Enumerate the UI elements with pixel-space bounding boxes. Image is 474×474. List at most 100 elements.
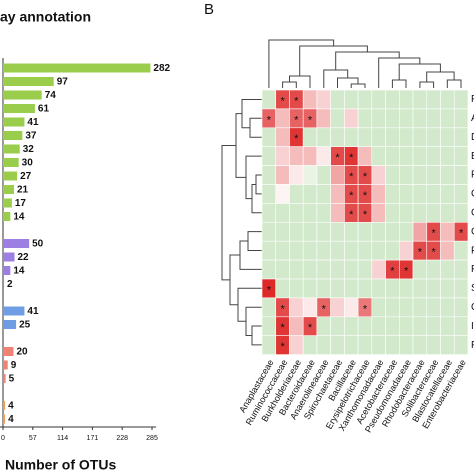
bar	[3, 266, 11, 275]
significance-star: *	[459, 228, 464, 240]
heat-cell	[398, 316, 414, 336]
heat-cell	[426, 259, 441, 280]
heat-cell	[275, 222, 290, 242]
heat-cell	[398, 127, 414, 148]
row-label: P	[471, 340, 474, 351]
heat-cell	[371, 165, 386, 185]
heat-cell	[289, 222, 304, 242]
heat-cell	[385, 240, 400, 261]
heat-cell	[453, 278, 469, 299]
heat-cell	[371, 297, 386, 318]
heat-cell	[453, 165, 469, 185]
heat-cell	[275, 278, 290, 299]
heat-cell	[316, 165, 331, 185]
significance-star: *	[418, 247, 423, 259]
heat-cell	[289, 165, 304, 185]
heat-cell	[440, 146, 455, 166]
row-label: A	[471, 113, 474, 124]
heat-cell	[453, 240, 469, 261]
heat-cell	[398, 203, 414, 223]
row-label: G	[471, 226, 474, 237]
heat-cell	[398, 146, 414, 166]
significance-star: *	[431, 228, 436, 240]
heat-cell	[371, 203, 386, 223]
heat-cell	[275, 203, 290, 223]
heat-cell	[371, 240, 386, 261]
heat-cell	[426, 108, 441, 129]
bar	[3, 144, 20, 154]
heat-cell	[289, 240, 304, 261]
significance-star: *	[404, 265, 409, 277]
significance-star: *	[294, 95, 299, 107]
heat-cell	[330, 184, 345, 204]
bar	[3, 374, 6, 383]
heat-cell	[371, 335, 386, 355]
row-label: C	[471, 189, 474, 200]
heat-cell	[302, 222, 318, 242]
heat-cell	[371, 108, 386, 129]
significance-star: *	[267, 284, 272, 296]
heat-cell	[440, 240, 455, 261]
significance-star: *	[267, 114, 272, 126]
row-label: G	[471, 207, 474, 218]
heat-cell	[453, 146, 469, 166]
row-label: D	[471, 132, 474, 143]
x-tick-label: 285	[146, 435, 158, 442]
heat-cell	[316, 89, 331, 110]
bar	[3, 90, 42, 100]
heat-cell	[302, 335, 318, 355]
heat-cell	[440, 165, 455, 185]
x-axis-label: Number of OTUs	[5, 457, 116, 473]
heat-cell	[398, 184, 414, 204]
heat-cell	[453, 127, 469, 148]
heat-cell	[453, 335, 469, 355]
heat-cell	[440, 278, 455, 299]
significance-star: *	[322, 303, 327, 315]
heat-cell	[440, 108, 455, 129]
heat-cell	[426, 297, 441, 318]
value-label: 27	[20, 171, 32, 182]
heat-cell	[316, 146, 331, 166]
significance-star: *	[363, 171, 368, 183]
heat-cell	[330, 89, 345, 110]
heat-cell	[426, 316, 441, 336]
heat-cell	[289, 278, 304, 299]
heat-cell	[316, 222, 331, 242]
x-tick-label: 228	[116, 435, 128, 442]
heat-cell	[261, 259, 277, 280]
value-label: 4	[8, 401, 14, 412]
value-label: 74	[45, 90, 57, 101]
significance-star: *	[349, 152, 354, 164]
value-label: 61	[38, 104, 50, 115]
heat-cell	[357, 278, 373, 299]
heat-cell	[371, 222, 386, 242]
heat-cell	[302, 203, 318, 223]
heat-cell	[289, 184, 304, 204]
column-dendrogram	[268, 39, 462, 88]
heat-cell	[385, 165, 400, 185]
heat-cell	[289, 203, 304, 223]
heat-cell	[316, 335, 331, 355]
heat-cell	[398, 222, 414, 242]
row-label: S	[471, 283, 474, 294]
heat-cell	[344, 335, 359, 355]
bar	[3, 320, 17, 329]
bar	[3, 185, 14, 194]
heat-cell	[453, 184, 469, 204]
heat-cell	[440, 203, 455, 223]
significance-star: *	[308, 114, 313, 126]
value-label: 282	[153, 63, 170, 74]
heat-cell	[302, 184, 318, 204]
value-label: 25	[19, 320, 31, 331]
heat-cell	[344, 278, 359, 299]
heat-cell	[344, 259, 359, 280]
heat-cell	[371, 278, 386, 299]
heat-cell	[357, 222, 373, 242]
heat-cell	[385, 297, 400, 318]
significance-star: *	[335, 152, 340, 164]
heat-cell	[261, 165, 277, 185]
heat-cell	[385, 127, 400, 148]
x-tick-label: 57	[29, 435, 37, 442]
heat-cell	[330, 335, 345, 355]
heat-cell	[261, 240, 277, 261]
